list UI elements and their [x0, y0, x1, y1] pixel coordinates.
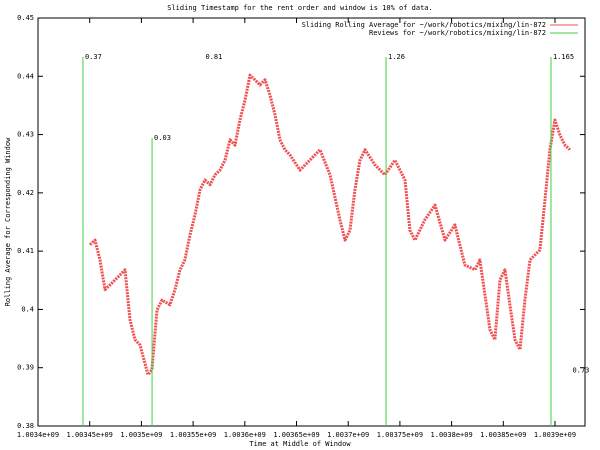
y-tick-label: 0.41 [17, 247, 34, 255]
x-tick-label: 1.0036e+09 [224, 431, 266, 439]
chart-title: Sliding Timestamp for the rent order and… [167, 4, 433, 12]
rolling-average-line [88, 73, 571, 377]
x-tick-label: 1.00345e+09 [67, 431, 113, 439]
x-tick-label: 1.00375e+09 [377, 431, 423, 439]
x-tick-label: 1.00355e+09 [170, 431, 216, 439]
annotation: 0.81 [205, 53, 222, 61]
annotation: 0.73 [573, 367, 590, 375]
x-tick-label: 1.0037e+09 [327, 431, 369, 439]
y-tick-label: 0.39 [17, 364, 34, 372]
x-tick-label: 1.00385e+09 [480, 431, 526, 439]
y-tick-label: 0.44 [17, 72, 34, 80]
review-label: 0.03 [154, 134, 171, 142]
x-tick-label: 1.00365e+09 [273, 431, 319, 439]
review-label: 1.165 [553, 53, 574, 61]
y-tick-label: 0.45 [17, 14, 34, 22]
x-tick-label: 1.0034e+09 [17, 431, 59, 439]
y-tick-label: 0.42 [17, 189, 34, 197]
review-label: 1.26 [388, 53, 405, 61]
x-tick-label: 1.0035e+09 [120, 431, 162, 439]
x-axis-label: Time at Middle of Window [249, 440, 351, 448]
x-tick-label: 1.0038e+09 [431, 431, 473, 439]
y-tick-label: 0.38 [17, 422, 34, 430]
y-axis-label: Rolling Average for Corresponding Window [4, 137, 12, 306]
x-tick-label: 1.0039e+09 [534, 431, 576, 439]
y-tick-label: 0.43 [17, 131, 34, 139]
y-tick-label: 0.4 [21, 305, 34, 313]
legend-label: Reviews for ~/work/robotics/mixing/lin-8… [369, 29, 546, 37]
review-label: 0.37 [85, 53, 102, 61]
plot-frame [37, 17, 586, 427]
legend-label: Sliding Rolling Average for ~/work/robot… [302, 21, 546, 29]
